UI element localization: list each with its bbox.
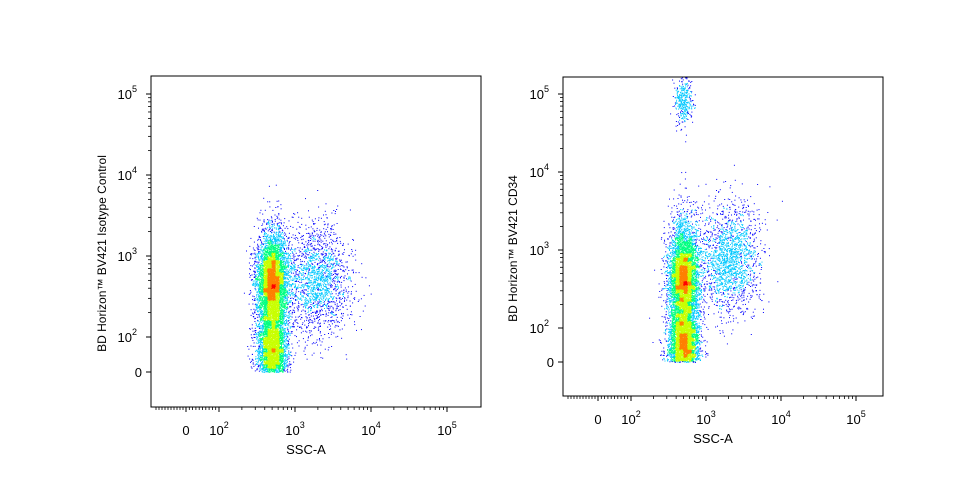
y-tick-label: 104 [530,162,549,180]
y-axis-label: BD Horizon™ BV421 CD34 [506,175,520,322]
x-tick-label: 104 [771,409,790,427]
plot-frame [562,76,884,397]
y-axis-label: BD Horizon™ BV421 Isotype Control [95,155,109,352]
y-tick-label: 102 [118,327,137,345]
data-points [649,77,783,363]
y-tick-label: 103 [530,240,549,258]
x-tick-label: 105 [846,409,865,427]
y-tick-label: 105 [118,84,137,102]
y-tick-label: 0 [135,365,142,380]
x-tick-label: 0 [182,423,189,438]
y-tick-label: 102 [530,318,549,336]
x-axis-label: SSC-A [286,442,326,457]
x-tick-label: 105 [437,420,456,438]
plot-frame [150,75,482,408]
x-axis-label: SSC-A [693,431,733,446]
dot-plot-isotype-control: 0 102 103 104 105 0 102 103 104 105 SSC-A BD Horizo… [95,75,482,457]
y-tick-label: 104 [118,165,137,183]
x-tick-label: 0 [594,412,601,427]
x-tick-label: 102 [209,420,228,438]
data-points [243,184,372,373]
x-tick-label: 103 [696,409,715,427]
x-tick-label: 103 [285,420,304,438]
y-tick-label: 0 [547,355,554,370]
y-tick-label: 105 [530,84,549,102]
dot-plot-cd34: 0 102 103 104 105 0 102 103 104 105 SSC-A BD Horizo… [506,76,884,446]
y-tick-label: 103 [118,246,137,264]
x-tick-label: 102 [621,409,640,427]
x-tick-label: 104 [361,420,380,438]
